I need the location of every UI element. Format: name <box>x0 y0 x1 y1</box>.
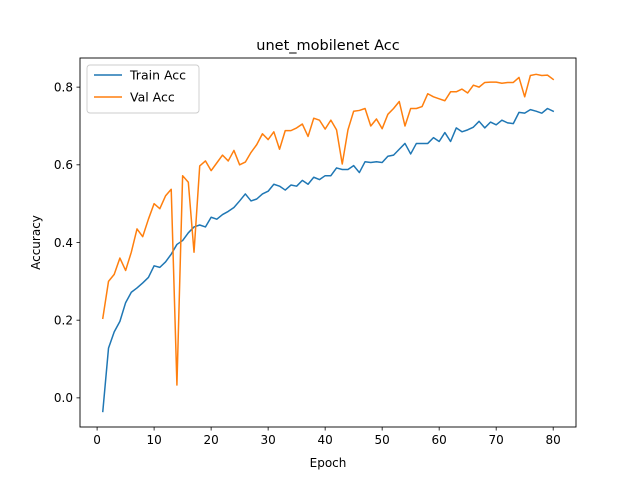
y-tick-label: 0.8 <box>54 80 73 94</box>
series-line-train-acc <box>101 107 555 413</box>
x-tick-label: 0 <box>93 433 101 447</box>
legend-box <box>86 64 200 114</box>
legend-label-val-acc: Val Acc <box>130 90 175 105</box>
x-tick-label: 60 <box>432 433 447 447</box>
legend: Train Acc Val Acc <box>86 64 200 114</box>
x-axis: 0 10 20 30 40 50 60 70 80 <box>93 427 561 447</box>
x-tick-label: 30 <box>260 433 275 447</box>
x-tick-label: 20 <box>203 433 218 447</box>
y-tick-label: 0.6 <box>54 158 73 172</box>
y-axis-label: Accuracy <box>29 215 43 270</box>
y-tick-label: 0.0 <box>54 391 73 405</box>
x-tick-label: 70 <box>489 433 504 447</box>
x-tick-label: 10 <box>146 433 161 447</box>
y-axis: 0.0 0.2 0.4 0.6 0.8 <box>54 80 80 405</box>
plot-lines <box>101 73 555 413</box>
plot-area <box>80 58 576 427</box>
x-tick-label: 80 <box>546 433 561 447</box>
series-line-val-acc <box>101 73 555 386</box>
chart-title: unet_mobilenet Acc <box>256 38 399 54</box>
x-tick-label: 50 <box>375 433 390 447</box>
x-tick-label: 40 <box>318 433 333 447</box>
x-axis-label: Epoch <box>310 456 347 470</box>
legend-label-train-acc: Train Acc <box>129 68 186 83</box>
y-tick-label: 0.2 <box>54 313 73 327</box>
y-tick-label: 0.4 <box>54 236 73 250</box>
